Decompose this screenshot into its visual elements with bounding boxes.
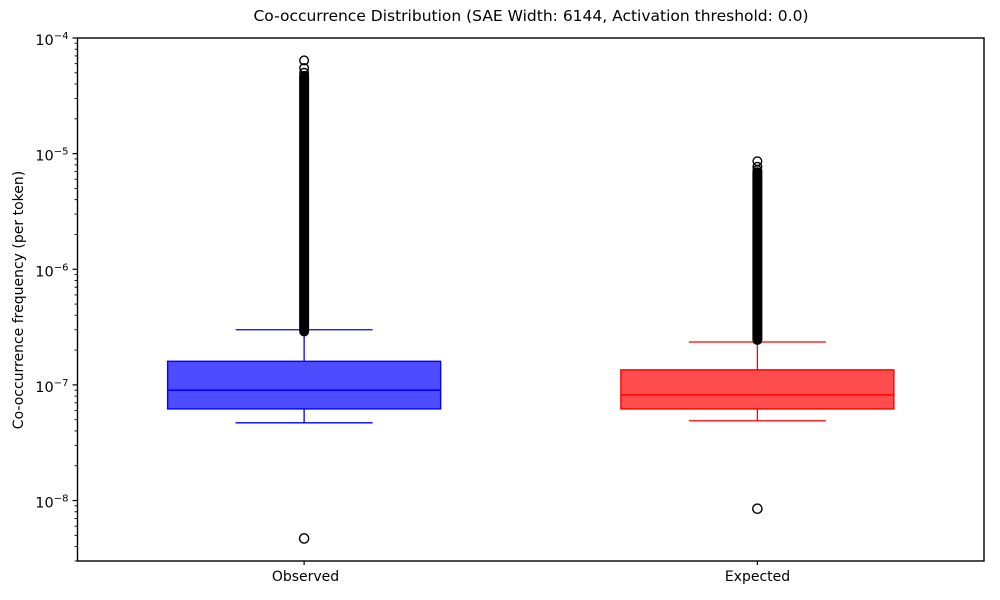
outlier-point: [299, 55, 310, 66]
x-tick-label-expected: Expected: [724, 569, 791, 585]
iqr-box: [166, 360, 442, 410]
y-tick-label: 10−8: [35, 494, 68, 512]
y-tick-label: 10−5: [35, 147, 68, 165]
y-axis: 10−4 10−5 10−6 10−7 10−8: [35, 31, 78, 562]
outlier-point: [752, 165, 763, 176]
outlier-point: [299, 63, 310, 74]
outlier-point: [298, 533, 310, 544]
y-tick-label: 10−4: [35, 31, 68, 49]
box-group-expected: [620, 341, 895, 422]
outlier-point: [752, 503, 763, 514]
outlier-point: [299, 67, 310, 78]
outliers-expected: [752, 156, 763, 514]
y-tick-label: 10−6: [35, 262, 68, 280]
y-axis-label: Co-occurrence frequency (per token): [11, 170, 27, 430]
chart-title: Co-occurrence Distribution (SAE Width: 6…: [253, 7, 809, 25]
iqr-box: [620, 369, 895, 410]
box-group-observed: [166, 329, 442, 424]
x-axis: [303, 561, 758, 565]
axes-frame: [76, 37, 985, 562]
outliers-observed: [298, 55, 310, 544]
y-tick-label: 10−7: [35, 378, 68, 396]
x-tick-label-observed: Observed: [271, 569, 340, 585]
outlier-point: [752, 161, 763, 172]
